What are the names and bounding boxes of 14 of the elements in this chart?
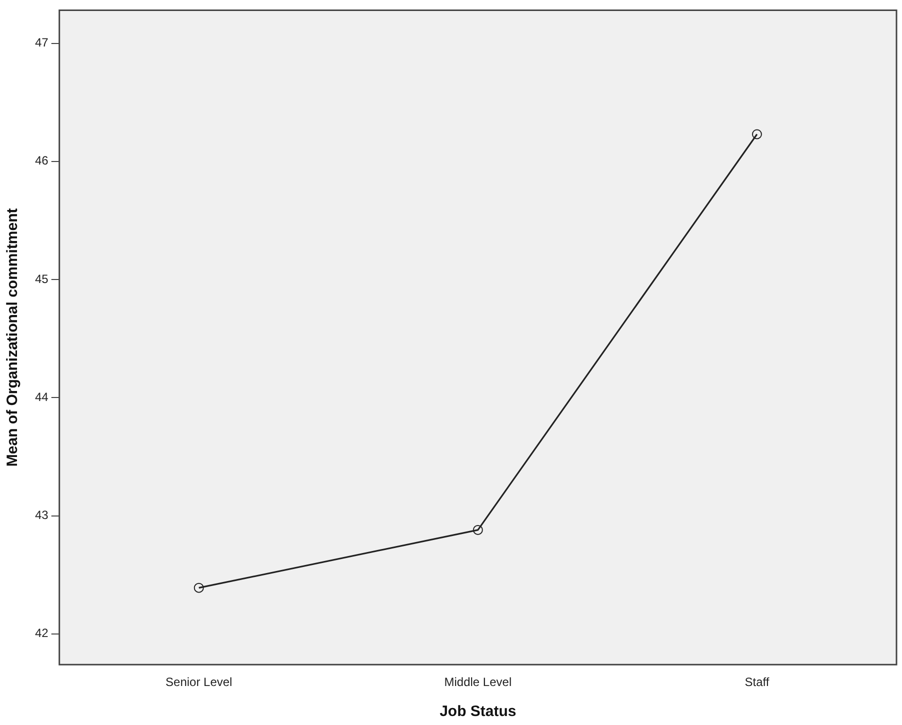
- y-tick-label: 46: [34, 154, 49, 168]
- point: [752, 129, 762, 140]
- x-tick-label: Staff: [744, 675, 770, 690]
- x-tick-label: Senior Level: [166, 675, 232, 690]
- x-axis-title: Job Status: [440, 703, 516, 720]
- x-tick-label: Middle Level: [444, 675, 512, 690]
- y-tick-label: 44: [34, 390, 49, 404]
- y-axis-title: Mean of Organizational commitment: [4, 208, 22, 467]
- y-tick-label: 42: [34, 626, 49, 640]
- y-tick-label: 45: [34, 272, 49, 286]
- point: [194, 582, 204, 593]
- y-tick-label: 43: [34, 508, 49, 522]
- point: [472, 524, 483, 535]
- y-tick-label: 47: [34, 36, 49, 50]
